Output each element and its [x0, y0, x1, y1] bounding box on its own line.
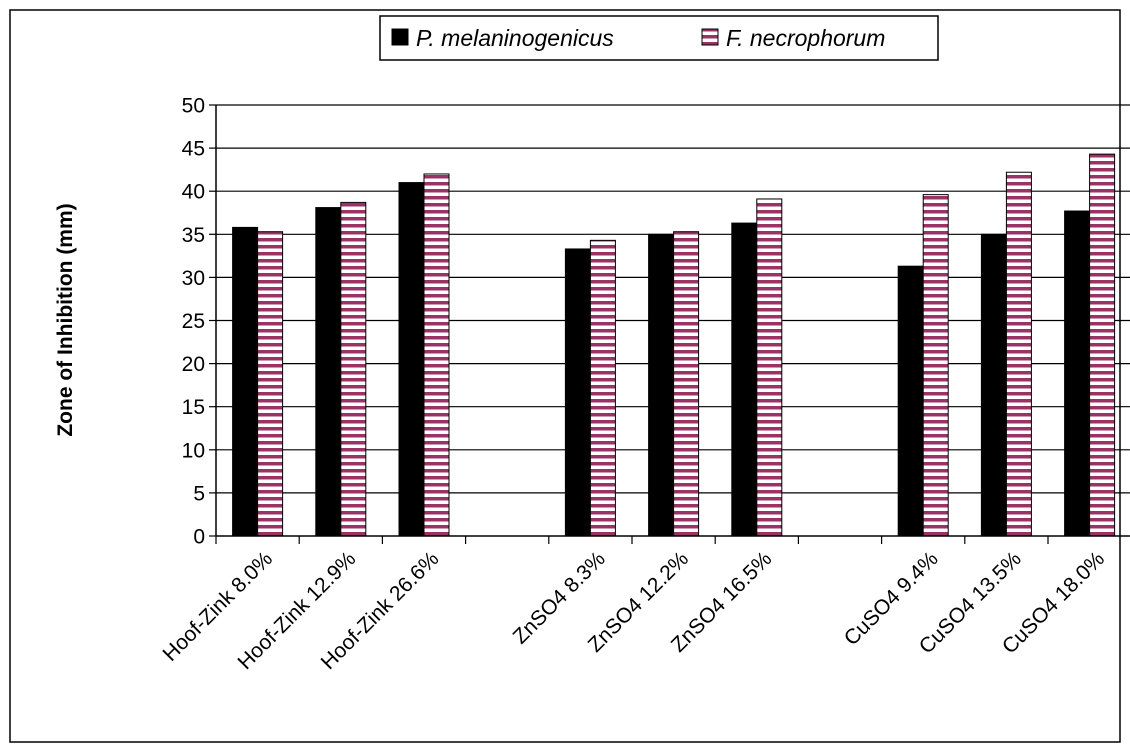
y-tick-label: 10: [182, 439, 205, 462]
bar-p-melaninogenicus: [980, 233, 1007, 537]
bar-p-melaninogenicus: [1064, 210, 1091, 537]
bar-p-melaninogenicus: [648, 233, 675, 537]
y-tick-labels: 0 5 10 15 20 25 30 35 40 45 50: [182, 95, 205, 549]
y-tick-label: 45: [182, 138, 205, 161]
y-tick-label: 0: [193, 526, 205, 549]
y-tick-label: 25: [182, 310, 205, 333]
bar-f-necrophorum: [589, 239, 616, 537]
bar-f-necrophorum: [673, 231, 700, 537]
legend-swatch-f-necrophorum: [701, 28, 719, 46]
bar-f-necrophorum: [257, 231, 284, 537]
legend-box: [379, 15, 939, 61]
y-axis-label: Zone of Inhibition (mm): [54, 203, 77, 436]
bar-f-necrophorum: [922, 194, 949, 537]
legend-swatch-p-melaninogenicus: [391, 28, 409, 46]
bar-f-necrophorum: [423, 173, 450, 537]
bar-f-necrophorum: [340, 201, 367, 537]
y-tick-label: 35: [182, 224, 205, 247]
bar-f-necrophorum: [756, 198, 783, 537]
axes: [209, 104, 1130, 544]
bar-p-melaninogenicus: [315, 207, 342, 537]
bar-f-necrophorum: [1089, 153, 1116, 537]
legend: P. melaninogenicus F. necrophorum: [379, 15, 939, 61]
legend-label-p-melaninogenicus: P. melaninogenicus: [416, 25, 614, 51]
bar-p-melaninogenicus: [897, 265, 924, 537]
legend-label-f-necrophorum: F. necrophorum: [726, 25, 885, 51]
bar-p-melaninogenicus: [564, 248, 591, 537]
bar-p-melaninogenicus: [731, 222, 758, 537]
bar-f-necrophorum: [1005, 171, 1032, 537]
y-tick-label: 30: [182, 267, 205, 290]
gridlines: [216, 104, 1130, 494]
y-tick-label: 50: [182, 95, 205, 118]
bar-p-melaninogenicus: [232, 226, 259, 537]
y-tick-label: 40: [182, 181, 205, 204]
y-tick-label: 5: [193, 482, 205, 505]
bar-p-melaninogenicus: [398, 182, 425, 537]
y-tick-label: 15: [182, 396, 205, 419]
y-tick-label: 20: [182, 353, 205, 376]
